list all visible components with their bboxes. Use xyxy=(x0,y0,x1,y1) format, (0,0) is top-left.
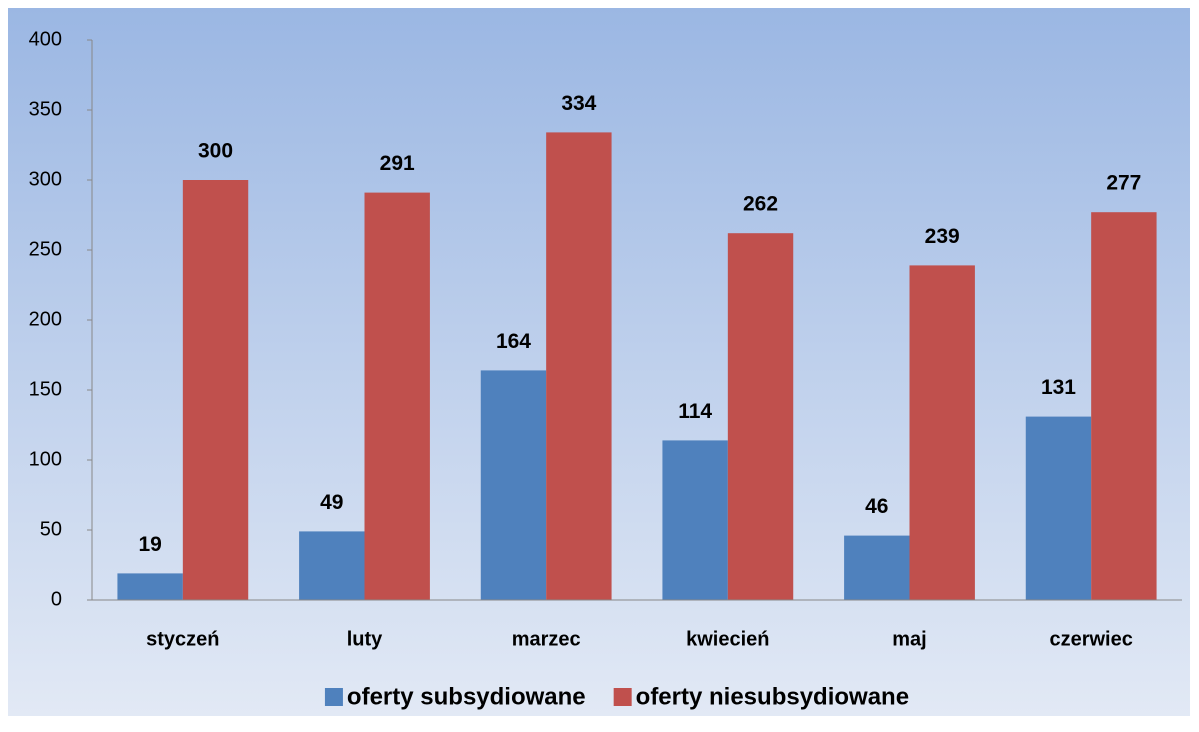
y-tick-label: 350 xyxy=(29,98,62,120)
data-label: 239 xyxy=(925,225,960,248)
y-tick-label: 50 xyxy=(40,518,62,540)
data-label: 114 xyxy=(678,400,712,423)
y-tick-label: 150 xyxy=(29,378,62,400)
x-tick-label: kwiecień xyxy=(686,628,769,650)
bar xyxy=(117,573,183,600)
legend-swatch xyxy=(324,688,343,706)
y-tick-label: 400 xyxy=(29,28,62,50)
x-tick-label: czerwiec xyxy=(1049,628,1132,650)
y-tick-label: 250 xyxy=(29,238,62,260)
data-label: 19 xyxy=(138,533,161,556)
bar xyxy=(364,192,430,600)
data-label: 300 xyxy=(198,140,233,163)
data-label: 262 xyxy=(743,193,778,216)
y-tick-label: 200 xyxy=(29,308,62,330)
bar xyxy=(1091,212,1157,600)
x-tick-label: styczeń xyxy=(146,628,219,650)
data-label: 46 xyxy=(865,495,888,518)
legend-label: oferty subsydiowane xyxy=(347,683,586,710)
legend-swatch xyxy=(613,688,632,706)
x-tick-label: maj xyxy=(892,628,926,650)
x-tick-label: luty xyxy=(347,628,383,650)
bar xyxy=(727,233,794,600)
y-tick-label: 300 xyxy=(29,168,62,190)
data-label: 131 xyxy=(1041,376,1076,399)
bar xyxy=(662,440,728,600)
data-label: 277 xyxy=(1106,172,1141,195)
bar xyxy=(299,531,365,600)
bar xyxy=(844,535,910,600)
bar xyxy=(480,370,547,600)
bar xyxy=(909,265,975,600)
bar xyxy=(546,132,612,600)
data-label: 49 xyxy=(320,491,343,514)
data-label: 164 xyxy=(496,330,531,353)
x-tick-label: marzec xyxy=(512,628,581,650)
y-tick-label: 0 xyxy=(51,588,62,610)
bar xyxy=(1025,416,1092,600)
bar xyxy=(182,180,249,600)
data-label: 291 xyxy=(380,152,415,175)
y-tick-label: 100 xyxy=(29,448,62,470)
data-label: 334 xyxy=(561,92,596,115)
legend-label: oferty niesubsydiowane xyxy=(636,683,909,710)
